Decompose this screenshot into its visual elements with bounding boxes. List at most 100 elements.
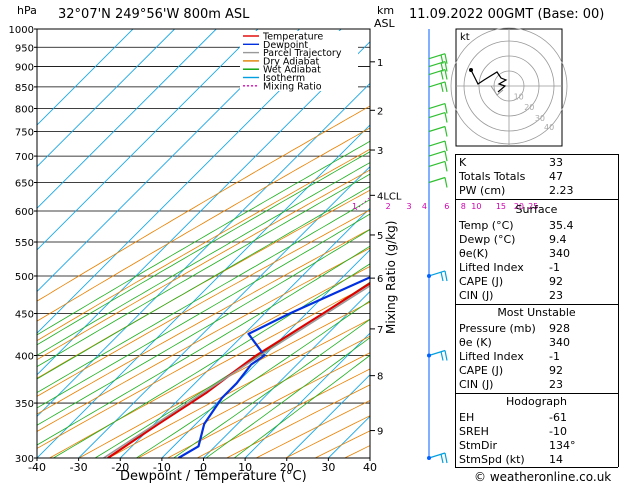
legend-label: Wet Adiabat	[263, 65, 321, 76]
isotherm	[37, 29, 134, 126]
dry-adiabat	[138, 335, 370, 458]
y-tick-label: 700	[15, 152, 34, 163]
wet-adiabat	[37, 199, 370, 394]
y-tick-label: 1000	[9, 25, 34, 36]
hpa-label: hPa	[17, 4, 37, 17]
wet-adiabat	[37, 245, 370, 446]
series-dewpoint	[177, 276, 370, 458]
wind-barb-flag	[444, 112, 448, 123]
wind-barb-flag	[444, 150, 448, 162]
wind-barb	[428, 349, 446, 357]
skewt-curves	[103, 276, 370, 458]
wind-dot	[427, 456, 431, 460]
wind-barb	[428, 102, 446, 110]
wind-barb	[428, 111, 446, 119]
x-tick-label: 30	[321, 461, 335, 474]
wind-barb	[428, 150, 446, 157]
x-tick-label: -30	[70, 461, 88, 474]
mixing-ratio-label: 4	[422, 202, 427, 211]
dry-adiabat	[37, 105, 370, 302]
legend-label: Parcel Trajectory	[263, 48, 342, 59]
wind-barb-flag	[444, 140, 448, 152]
km-tick-label: 3	[377, 146, 383, 157]
datetime-title: 11.09.2022 00GMT (Base: 00)	[409, 7, 605, 22]
legend-bg	[240, 31, 358, 91]
wind-dot	[427, 273, 431, 278]
wind-barb-flag	[444, 350, 448, 361]
isotherm	[37, 29, 217, 209]
isotherm	[244, 332, 370, 458]
wind-profile	[427, 29, 448, 464]
x-tick-label: -10	[153, 461, 171, 474]
mixing-ratio-label: 15	[496, 202, 506, 211]
mixing-ratio-label: 3	[407, 202, 412, 211]
skewt-axes: 1 2 3 4 6 8 10 15 20 2530035040045050055060065070…	[9, 25, 539, 474]
km-label: km	[377, 4, 395, 17]
wet-adiabat	[37, 229, 370, 426]
dry-adiabat	[37, 247, 370, 432]
mixing-ratio-label: 1	[352, 202, 357, 211]
wet-adiabat	[37, 185, 370, 380]
km-tick-label: 4LCL	[377, 191, 402, 202]
wind-barb	[428, 160, 446, 167]
hodograph-ring-label: 10	[514, 93, 524, 102]
y-tick-label: 450	[15, 310, 34, 321]
wind-barb-flag	[444, 126, 448, 137]
wind-barb-flag	[440, 453, 444, 464]
mixing-ratio-label: 10	[471, 202, 481, 211]
isotherm	[37, 82, 370, 418]
y-tick-label: 800	[15, 105, 34, 116]
wet-adiabat	[173, 318, 370, 458]
isotherm	[286, 374, 370, 458]
km-tick-label: 7	[377, 325, 383, 336]
isotherm	[37, 124, 370, 458]
y-tick-label: 600	[15, 207, 34, 218]
mixing-ratio-label: 20	[514, 202, 524, 211]
wind-barb-flag	[440, 70, 444, 80]
x-tick-label: 10	[238, 461, 252, 474]
x-tick-label: 20	[280, 461, 294, 474]
isotherm	[203, 290, 370, 458]
dry-adiabat	[37, 148, 370, 342]
mixing-ratio-label: 2	[386, 202, 391, 211]
legend-label: Temperature	[262, 32, 323, 43]
hodograph-point	[469, 68, 473, 72]
wind-barb-flag	[440, 351, 444, 361]
wind-barb-flag	[444, 61, 448, 72]
wind-barb-flag	[440, 54, 444, 64]
y-tick-label: 300	[15, 454, 34, 465]
wind-barb-flag	[444, 103, 448, 114]
mixing-ratio-label: 6	[444, 202, 449, 211]
wet-adiabat	[37, 151, 370, 346]
wet-adiabat	[53, 263, 370, 458]
legend-label: Dewpoint	[263, 40, 308, 51]
location-title: 32°07'N 249°56'W 800m ASL	[58, 7, 250, 22]
wind-barb-flag	[444, 452, 448, 464]
km-tick-label: 1	[377, 58, 383, 69]
wind-barb	[428, 140, 446, 147]
y-tick-label: 650	[15, 178, 34, 189]
skewt-grid	[37, 29, 370, 458]
wind-barb-flag	[444, 270, 448, 282]
wind-barb	[428, 81, 446, 88]
y-tick-label: 350	[15, 399, 34, 410]
wind-dot	[427, 353, 431, 358]
dry-adiabat	[108, 318, 370, 458]
wind-barb	[428, 176, 446, 184]
y-tick-label: 850	[15, 83, 34, 94]
km-tick-label: 5	[377, 231, 383, 242]
wet-adiabat	[136, 300, 370, 458]
isotherm	[37, 29, 175, 168]
dry-adiabat	[37, 228, 370, 415]
x-tick-label: 0	[200, 461, 207, 474]
wind-barb	[428, 452, 446, 459]
dry-adiabat	[37, 266, 370, 449]
wet-adiabat	[37, 162, 370, 356]
x-tick-label: -20	[111, 461, 129, 474]
y-tick-label: 400	[15, 351, 34, 362]
hodograph-ring-label: 20	[524, 103, 534, 112]
dry-adiabat	[37, 209, 370, 397]
km-tick-label: 6	[377, 274, 383, 285]
